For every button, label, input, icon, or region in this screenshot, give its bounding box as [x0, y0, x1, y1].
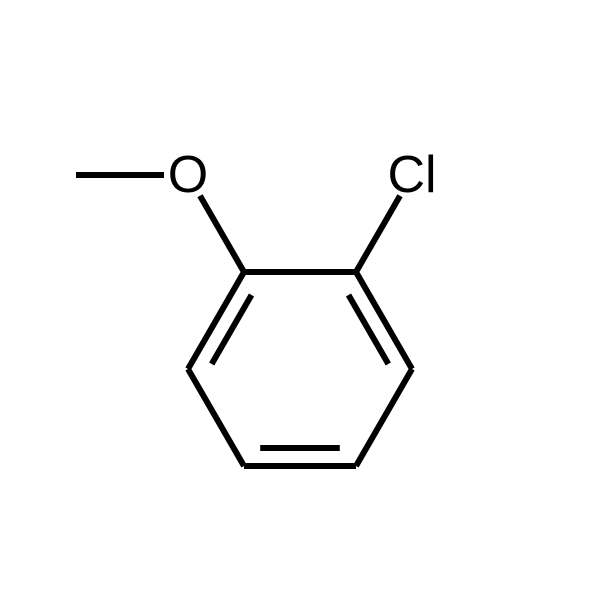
bond-line [356, 369, 412, 466]
atom-label-cl: Cl [387, 146, 436, 204]
bond-line [188, 369, 244, 466]
atom-label-o: O [168, 146, 208, 204]
atom-labels-group: O Cl [168, 146, 437, 204]
bond-line [356, 196, 400, 272]
bond-line [349, 295, 389, 364]
bond-line [200, 196, 244, 272]
bonds-group [76, 175, 412, 466]
bond-line [212, 295, 252, 364]
molecule-diagram: O Cl [0, 0, 600, 600]
